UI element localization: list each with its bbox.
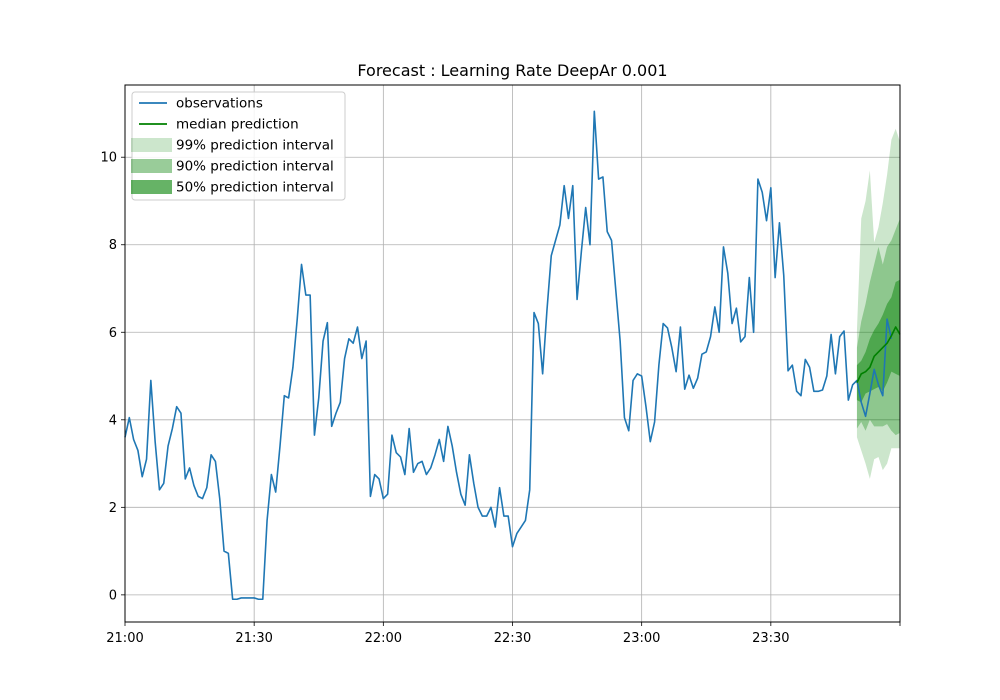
prediction-bands [856,128,900,479]
y-tick-label: 2 [109,501,117,516]
legend: observations median prediction 99% predict… [131,91,346,201]
interval-99-band [856,128,900,479]
x-tick-label: 23:30 [752,631,789,646]
legend-label: observations [176,96,263,112]
axis-ticks: 21:00 21:30 22:00 22:30 23:00 23:30 0 2 4 6 8 10 [100,151,901,646]
x-tick-label: 23:00 [623,631,660,646]
legend-label: median prediction [176,117,299,133]
y-tick-label: 4 [109,413,117,428]
x-tick-label: 21:30 [235,631,272,646]
x-tick-label: 22:30 [494,631,531,646]
legend-label: 90% prediction interval [176,159,334,175]
interval-90-band [856,218,900,436]
y-tick-label: 10 [100,151,117,166]
legend-swatch [131,159,172,173]
series-lines [124,110,901,601]
observations-line [124,110,893,601]
x-tick-label: 21:00 [106,631,143,646]
legend-box [131,91,346,201]
legend-label: 99% prediction interval [176,138,334,154]
grid [124,85,901,622]
chart-title: Forecast : Learning Rate DeepAr 0.001 [357,61,667,80]
y-tick-label: 8 [109,238,117,253]
y-tick-label: 0 [109,588,117,603]
legend-swatch [131,138,172,152]
interval-50-band [856,279,900,403]
y-tick-label: 6 [109,326,117,341]
legend-swatch [131,180,172,194]
median-prediction-line [856,326,901,383]
legend-label: 50% prediction interval [176,180,334,196]
x-tick-label: 22:00 [365,631,402,646]
